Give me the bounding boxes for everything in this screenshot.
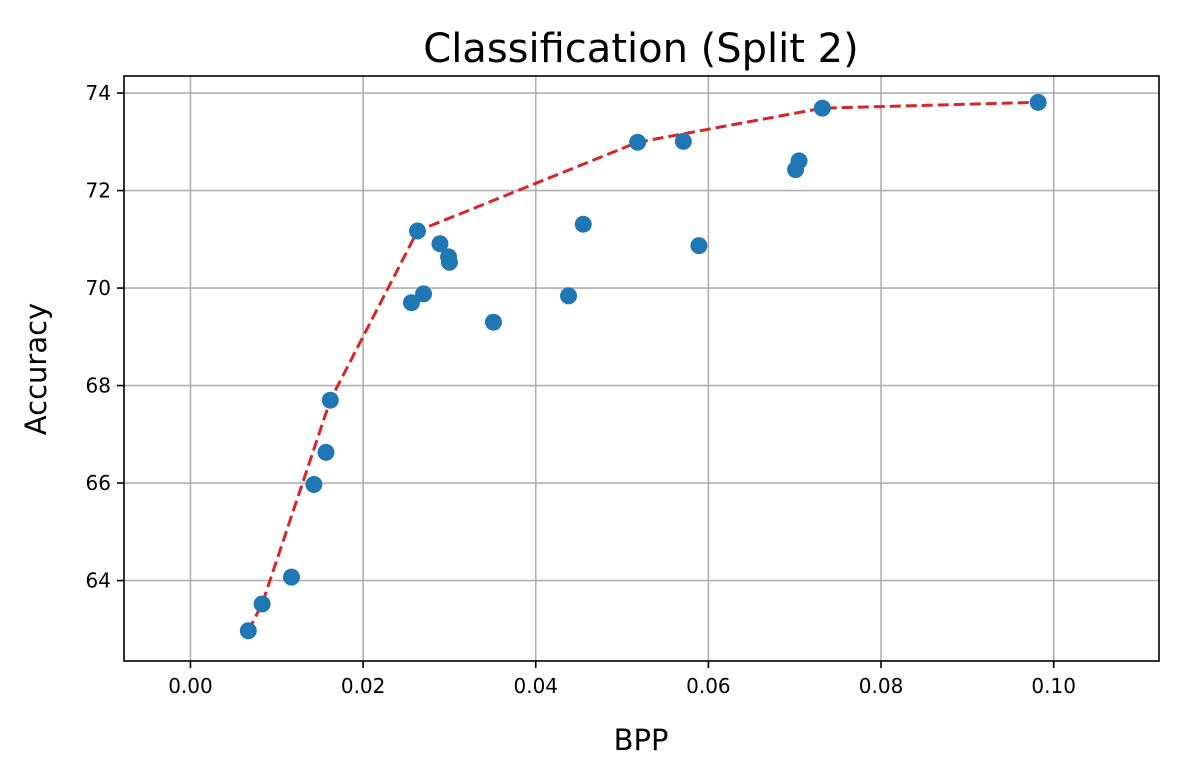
scatter-point [629,133,647,151]
x-tick-label: 0.06 [686,674,731,698]
y-tick-label: 68 [86,374,111,398]
x-tick-label: 0.04 [513,674,558,698]
scatter-point [321,391,339,409]
scatter-point [1029,93,1047,111]
scatter-point [317,443,335,461]
scatter-point [484,313,502,331]
scatter-point [305,476,323,494]
scatter-point [402,294,420,312]
y-tick-label: 74 [86,81,111,105]
scatter-point [253,595,271,613]
y-tick-label: 66 [86,471,111,495]
chart-title: Classification (Split 2) [423,26,858,72]
y-tick-label: 72 [86,179,111,203]
x-axis-label: BPP [614,723,669,757]
x-tick-label: 0.00 [168,674,213,698]
scatter-point [574,215,592,233]
x-tick-label: 0.10 [1031,674,1076,698]
y-axis-label: Accuracy [19,303,53,435]
scatter-point [282,568,300,586]
x-tick-label: 0.08 [859,674,904,698]
scatter-point [415,285,433,303]
scatter-points [239,93,1047,640]
scatter-point [408,222,426,240]
scatter-point [790,152,808,170]
scatter-point [690,237,708,255]
scatter-point [440,253,458,271]
grid [124,76,1159,661]
scatter-point [431,235,449,253]
scatter-point [560,287,578,305]
scatter-point [813,99,831,117]
y-tick-label: 70 [86,276,111,300]
plot-frame [123,75,1160,662]
x-tick-label: 0.02 [341,674,386,698]
scatter-point [674,132,692,150]
axis-ticks: 0.00 0.02 0.04 0.06 0.08 0.10 64 66 68 70 72 74 [86,81,1076,698]
scatter-point [239,622,257,640]
y-tick-label: 64 [86,569,111,593]
